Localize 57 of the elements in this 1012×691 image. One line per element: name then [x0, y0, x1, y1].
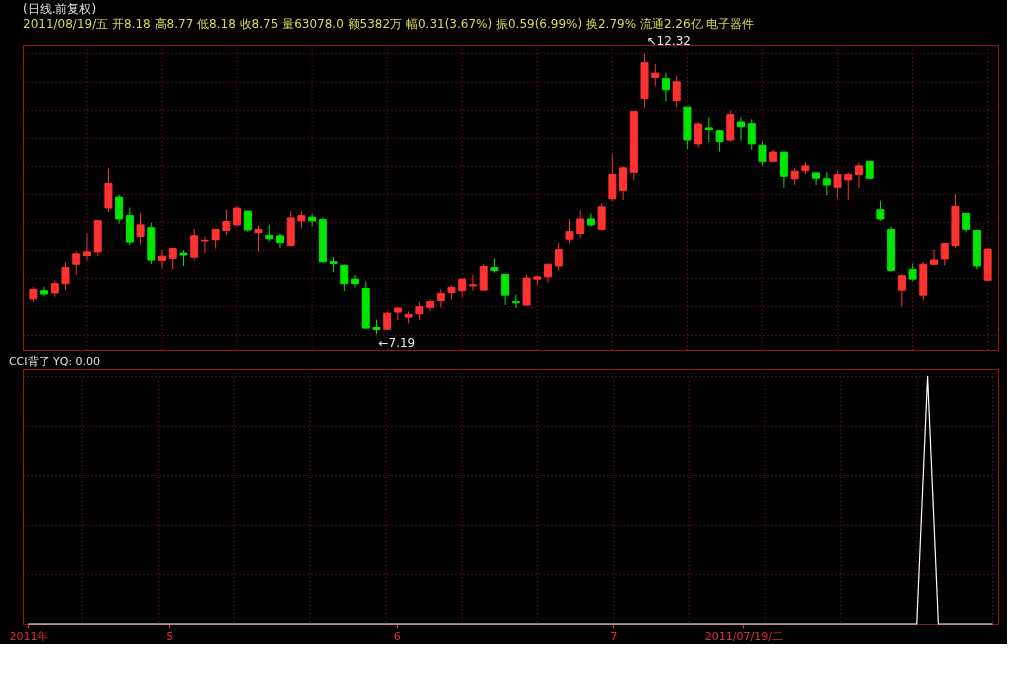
candlestick	[136, 212, 145, 246]
candlestick	[40, 286, 49, 298]
x-tick-label: 5	[166, 629, 174, 643]
candlestick	[82, 233, 91, 262]
candlestick	[393, 306, 402, 321]
candlestick	[168, 246, 177, 270]
candlestick	[243, 210, 252, 233]
chart-title: CCI背了 YQ: 0.00	[8, 354, 101, 368]
candlestick	[308, 212, 317, 228]
candlestick	[233, 205, 242, 228]
candlestick	[190, 228, 199, 262]
candlestick	[962, 212, 971, 233]
text: 2011/08/19/五 开8.18 高8.77 低8.18 收8.75 量63078.0 额5382万 幅0.31(3.67%) 振0.59(6.99%) 换2.79% 流通2.26亿 电子器件	[23, 17, 755, 32]
candlestick	[576, 210, 585, 239]
candlestick	[854, 162, 863, 189]
candlestick	[340, 263, 349, 292]
x-tick-label: 7	[610, 629, 618, 643]
candlestick	[72, 250, 81, 276]
candlestick	[351, 274, 360, 288]
candlestick	[651, 63, 660, 87]
candlestick	[511, 294, 520, 309]
candlestick	[822, 171, 831, 196]
text: ←7.19	[378, 335, 416, 350]
candlestick	[672, 75, 681, 108]
x-tick-label: 2011年	[9, 629, 49, 643]
candlestick	[897, 273, 906, 308]
x-tick-label: 6	[393, 629, 401, 643]
candlestick	[479, 263, 488, 292]
candlestick	[200, 235, 209, 255]
candlestick	[115, 194, 124, 225]
candlestick	[254, 224, 263, 252]
chart-title: (日线.前复权)	[23, 2, 97, 17]
text: ↖12.32	[646, 34, 691, 49]
candlestick	[758, 140, 767, 167]
candlestick	[661, 72, 670, 102]
candlestick	[844, 172, 853, 201]
candlestick	[930, 249, 939, 266]
candlestick	[554, 242, 563, 271]
candlestick	[222, 209, 231, 236]
candlestick	[501, 273, 510, 306]
candlestick	[833, 170, 842, 200]
candlestick	[737, 116, 746, 142]
candlestick	[565, 218, 574, 244]
candlestick	[940, 242, 949, 266]
candlestick	[544, 262, 553, 284]
x-tick-label: 2011/07/19/二	[704, 629, 783, 643]
candlestick	[694, 121, 703, 149]
candlestick	[61, 261, 70, 291]
candlestick	[468, 274, 477, 292]
candlestick	[812, 172, 821, 186]
candlestick	[619, 165, 628, 201]
candlestick	[704, 116, 713, 143]
candlestick	[876, 200, 885, 222]
candlestick	[747, 118, 756, 151]
candlestick	[158, 249, 167, 270]
candlestick	[597, 203, 606, 232]
candlestick	[586, 212, 595, 228]
